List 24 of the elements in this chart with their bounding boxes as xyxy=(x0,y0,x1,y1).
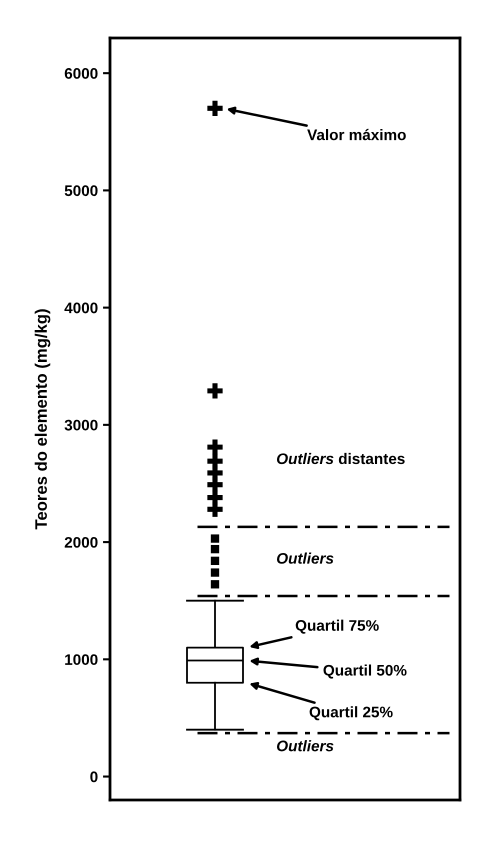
point xyxy=(210,556,220,566)
annotation: Outliers xyxy=(276,552,334,564)
point xyxy=(210,580,220,588)
point xyxy=(210,544,220,554)
y-tick-label: 4000 xyxy=(64,302,98,314)
point xyxy=(210,568,220,577)
annotation: Outliers distantes xyxy=(276,452,405,464)
y-tick-label: 1000 xyxy=(65,654,98,666)
y-axis-title: Teores do elemento (mg/kg) xyxy=(34,309,50,530)
point xyxy=(207,439,223,455)
annotation: Quartil 25% xyxy=(310,706,393,720)
annotation: Outliers xyxy=(276,740,334,752)
y-tick-label: 0 xyxy=(90,771,98,782)
y-tick-label: 6000 xyxy=(64,68,98,79)
annotation: Quartil 50% xyxy=(324,664,407,679)
y-tick-label: 3000 xyxy=(64,420,98,431)
point xyxy=(207,383,223,399)
annotation: Valor máximo xyxy=(307,128,406,140)
y-tick-label: 2000 xyxy=(64,536,98,548)
annotation: Quartil 75% xyxy=(296,620,379,634)
point xyxy=(210,534,220,543)
point xyxy=(207,454,223,469)
y-tick-label: 5000 xyxy=(64,185,98,196)
point xyxy=(207,100,223,116)
